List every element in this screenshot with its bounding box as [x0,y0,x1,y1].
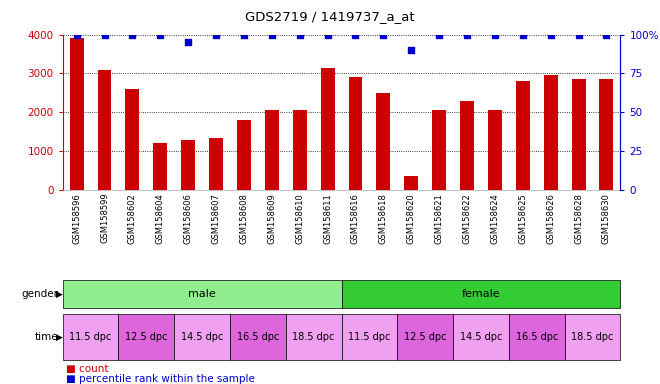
Bar [376,93,390,190]
Text: 16.5 dpc: 16.5 dpc [515,332,558,342]
Bar [98,70,112,190]
Bar [237,120,251,190]
Text: ■ count: ■ count [66,364,108,374]
Bar [265,110,279,190]
Text: 12.5 dpc: 12.5 dpc [125,332,168,342]
Text: 18.5 dpc: 18.5 dpc [572,332,614,342]
Text: 11.5 dpc: 11.5 dpc [69,332,112,342]
Point [294,31,305,38]
Text: 11.5 dpc: 11.5 dpc [348,332,391,342]
Bar [70,38,84,190]
Point [239,31,249,38]
Text: 12.5 dpc: 12.5 dpc [404,332,446,342]
Text: 18.5 dpc: 18.5 dpc [292,332,335,342]
Point [434,31,444,38]
Bar [516,81,530,190]
Bar [153,144,167,190]
Bar [125,89,139,190]
Text: 14.5 dpc: 14.5 dpc [181,332,223,342]
Bar [460,101,474,190]
Point [601,31,612,38]
Text: ▶: ▶ [56,290,63,299]
Bar [405,177,418,190]
Bar [432,110,446,190]
Bar [348,77,362,190]
Point [127,31,138,38]
Point [350,31,361,38]
Bar [488,110,502,190]
Bar [293,110,307,190]
Text: ■ percentile rank within the sample: ■ percentile rank within the sample [66,374,255,384]
Point [574,31,584,38]
Bar [182,139,195,190]
Bar [321,68,335,190]
Text: gender: gender [21,289,58,299]
Point [517,31,528,38]
Text: male: male [188,289,216,299]
Point [462,31,473,38]
Text: ▶: ▶ [56,333,63,342]
Text: GDS2719 / 1419737_a_at: GDS2719 / 1419737_a_at [245,10,415,23]
Point [545,31,556,38]
Text: female: female [461,289,500,299]
Text: 16.5 dpc: 16.5 dpc [237,332,279,342]
Point [183,39,193,45]
Point [267,31,277,38]
Point [378,31,389,38]
Point [99,31,110,38]
Bar [599,79,613,190]
Text: 14.5 dpc: 14.5 dpc [460,332,502,342]
Bar [544,75,558,190]
Point [490,31,500,38]
Point [406,47,416,53]
Text: time: time [34,332,58,342]
Point [71,31,82,38]
Bar [209,137,223,190]
Point [155,31,166,38]
Bar [572,79,585,190]
Point [322,31,333,38]
Point [211,31,221,38]
